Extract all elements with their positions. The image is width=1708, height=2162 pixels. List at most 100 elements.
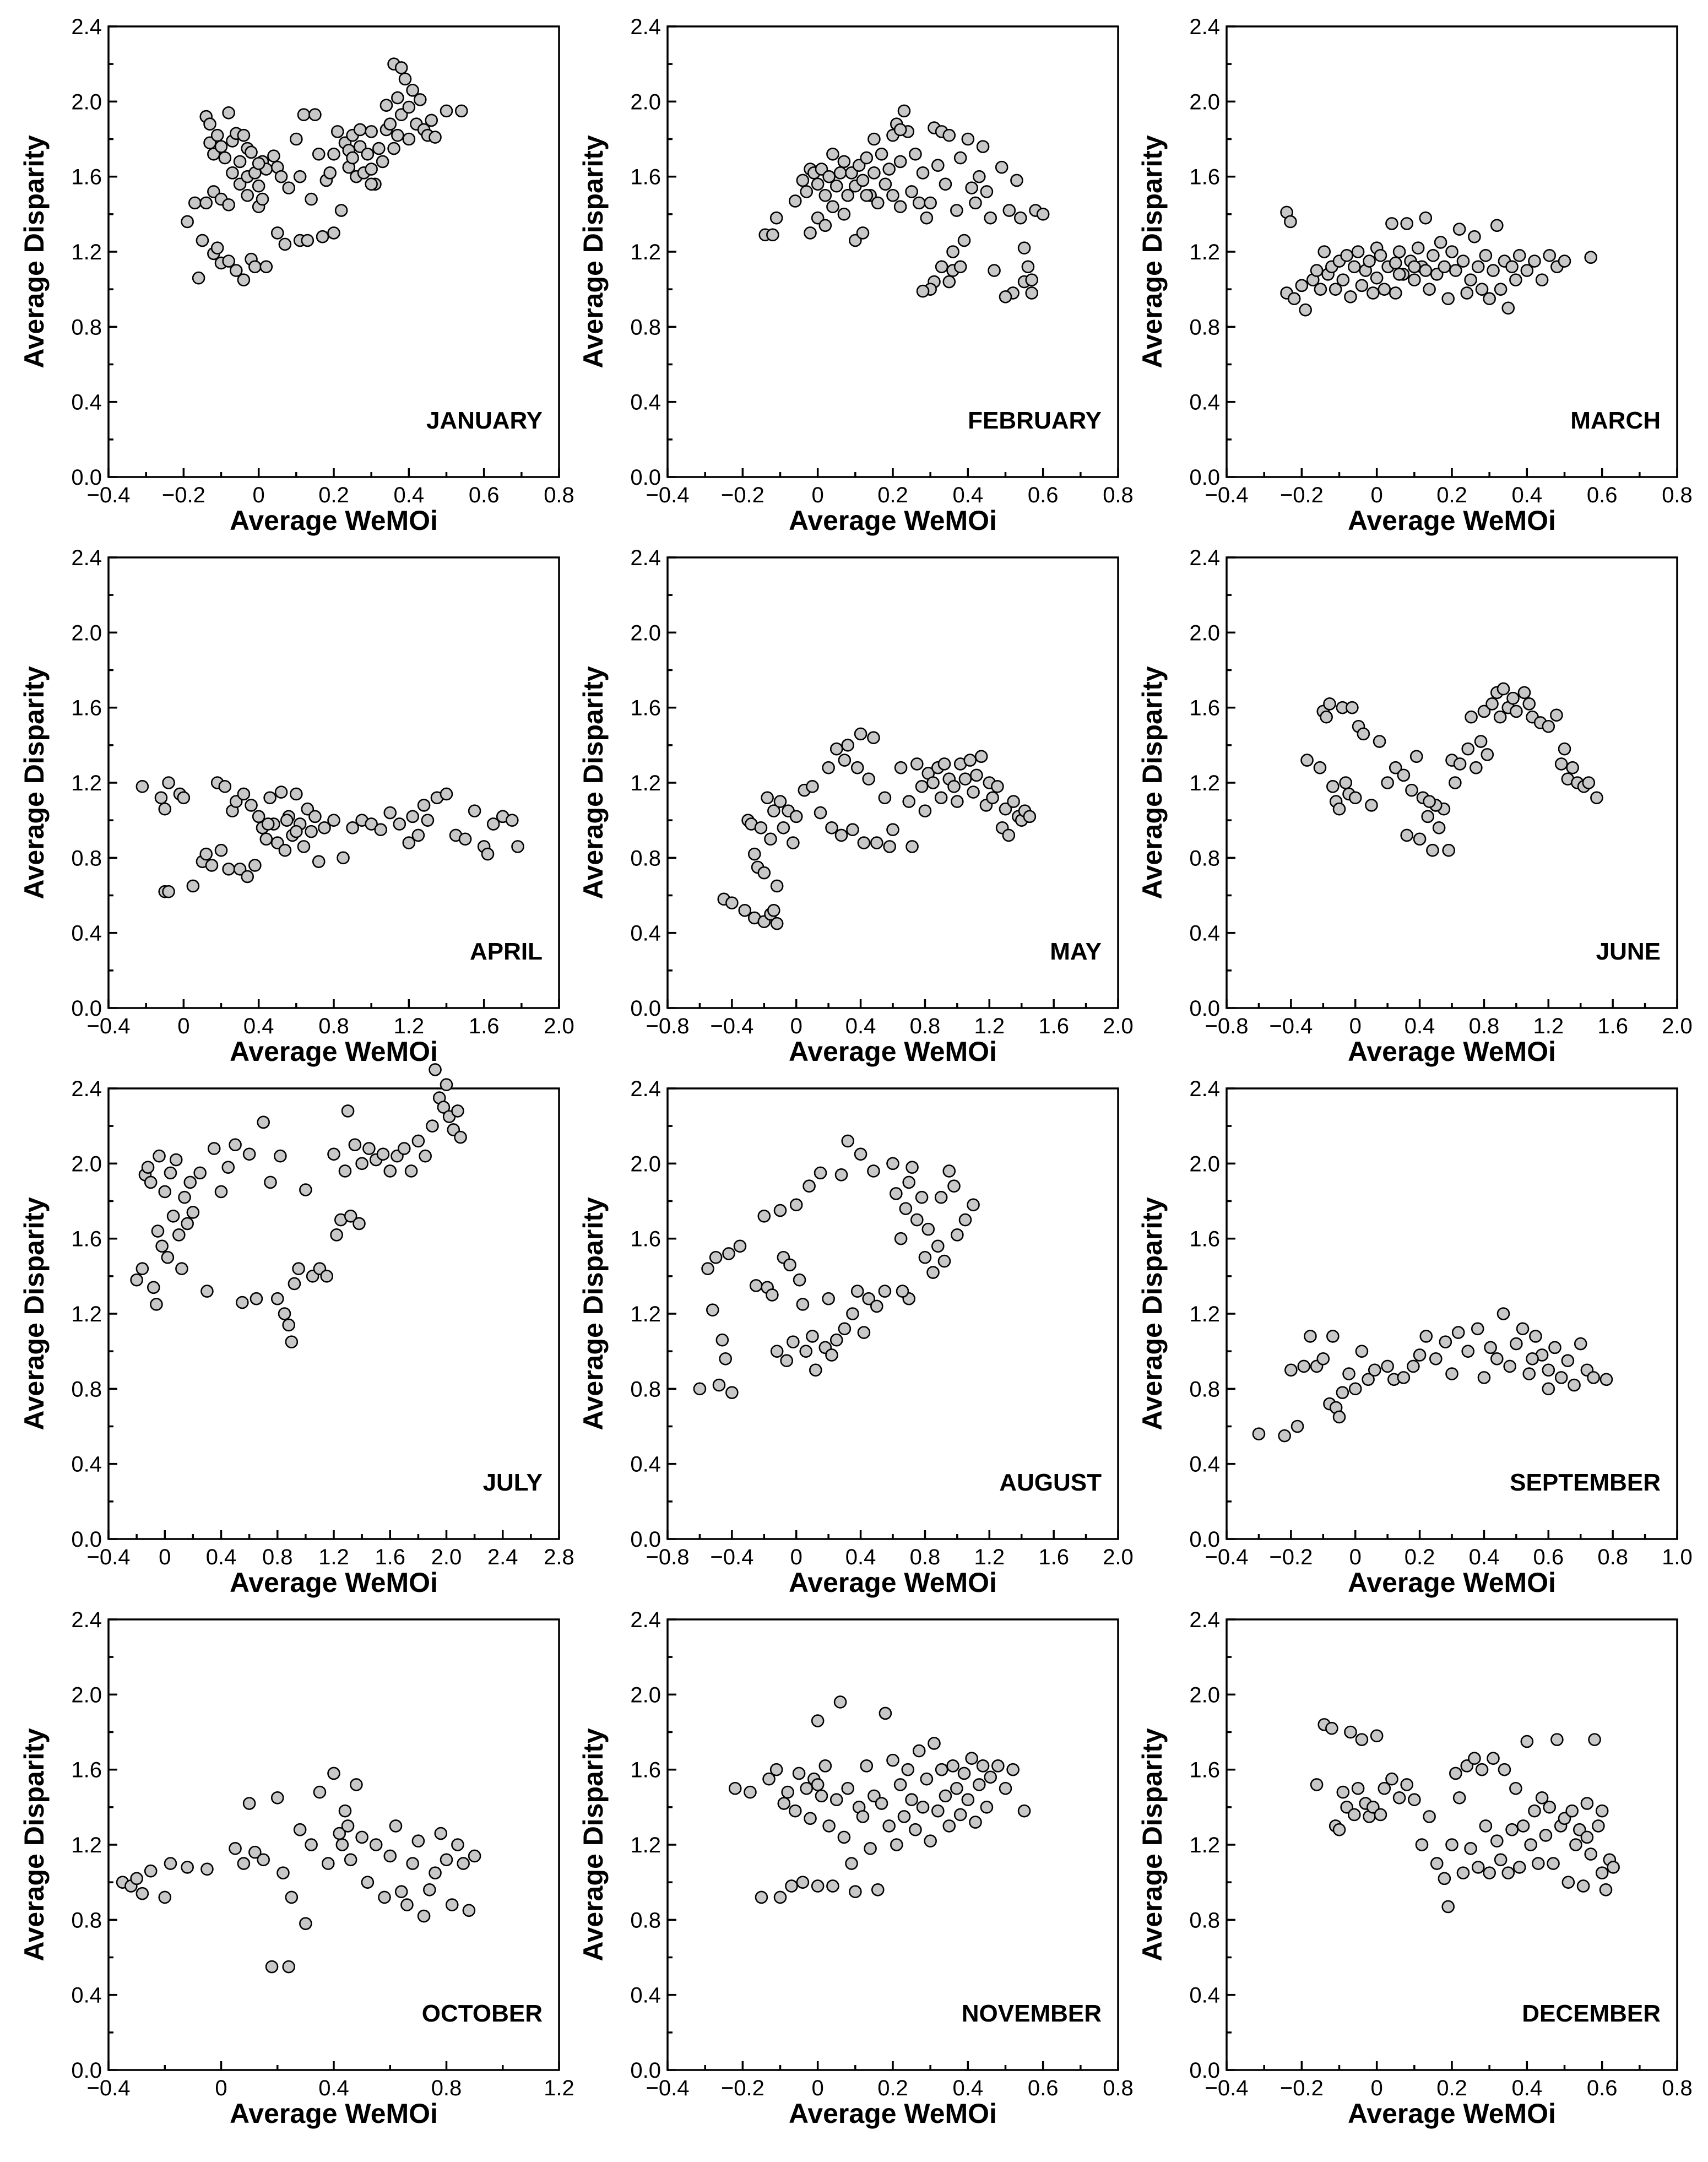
data-point — [293, 1823, 307, 1836]
y-tick-label: 0.8 — [71, 1908, 102, 1932]
data-point — [417, 1909, 431, 1923]
data-point — [894, 1232, 908, 1245]
data-point — [826, 1879, 839, 1893]
data-point — [147, 1281, 160, 1294]
y-tick-label: 2.4 — [630, 15, 661, 39]
data-point — [1423, 283, 1436, 296]
data-point — [177, 791, 191, 805]
data-point — [850, 1285, 864, 1298]
data-point — [1550, 708, 1563, 722]
data-point — [706, 1303, 719, 1316]
data-point — [1426, 843, 1439, 857]
y-tick-label: 0.8 — [1189, 1908, 1220, 1932]
data-point — [1284, 1363, 1298, 1377]
data-point — [1576, 1879, 1590, 1893]
y-tick-label: 0.4 — [71, 922, 102, 946]
y-tick-label: 1.6 — [1189, 696, 1220, 720]
y-tick-label: 0.4 — [1189, 1453, 1220, 1477]
data-point — [346, 821, 359, 835]
data-point — [961, 132, 975, 146]
data-point — [1344, 1725, 1357, 1739]
data-point — [893, 1778, 907, 1791]
data-point — [462, 1904, 476, 1917]
data-point — [1347, 1808, 1361, 1822]
x-tick-label: −0.4 — [87, 483, 131, 507]
data-point — [967, 785, 980, 799]
x-tick-label: 0.8 — [1103, 2076, 1134, 2100]
data-point — [440, 104, 453, 118]
data-point — [200, 1862, 214, 1876]
y-tick-label: 1.6 — [1189, 1227, 1220, 1251]
data-point — [200, 1285, 214, 1298]
data-point — [259, 832, 273, 846]
data-point — [749, 1279, 763, 1292]
data-point — [486, 817, 500, 831]
data-point — [402, 132, 416, 146]
x-tick-label: 0.2 — [877, 483, 908, 507]
y-tick-label: 0.8 — [630, 846, 661, 870]
x-tick-label: 0.6 — [469, 483, 500, 507]
y-tick-label: 0.0 — [71, 996, 102, 1021]
data-point — [1445, 1367, 1458, 1380]
data-point — [1543, 249, 1557, 262]
y-axis-label: Average Disparity — [578, 666, 609, 900]
data-point — [130, 1273, 143, 1287]
x-axis-label: Average WeMOi — [1348, 1036, 1556, 1067]
data-point — [1531, 1857, 1545, 1870]
data-point — [218, 780, 232, 793]
x-tick-label: −0.4 — [1269, 1014, 1313, 1038]
data-point — [1569, 1838, 1582, 1851]
y-axis-label: Average Disparity — [1137, 1728, 1168, 1961]
data-point — [761, 791, 774, 805]
data-point — [175, 1262, 188, 1275]
data-point — [186, 879, 200, 893]
data-point — [267, 149, 280, 162]
data-point — [1524, 1838, 1537, 1851]
data-point — [406, 810, 419, 823]
data-point — [841, 739, 854, 752]
data-point — [1408, 1793, 1421, 1806]
data-point — [241, 188, 254, 202]
data-point — [738, 903, 752, 917]
data-point — [984, 1770, 997, 1784]
data-point — [841, 188, 854, 202]
data-point — [910, 1213, 924, 1227]
data-point — [845, 1857, 858, 1870]
data-point — [1554, 757, 1568, 771]
x-tick-label: 2.0 — [431, 1545, 462, 1569]
x-tick-label: 1.2 — [974, 1014, 1005, 1038]
data-point — [376, 155, 389, 169]
data-point — [1590, 791, 1603, 805]
data-point — [770, 879, 784, 893]
data-point — [826, 147, 839, 161]
data-point — [974, 750, 988, 763]
data-point — [481, 847, 495, 861]
data-point — [376, 1147, 390, 1161]
data-point — [1365, 799, 1378, 812]
data-point — [362, 1142, 376, 1155]
data-point — [365, 177, 378, 191]
data-point — [229, 264, 243, 277]
data-point — [1340, 249, 1353, 262]
y-tick-label: 1.2 — [630, 240, 661, 264]
y-axis-label: Average Disparity — [1137, 1197, 1168, 1431]
data-point — [1510, 705, 1523, 718]
data-point — [967, 1198, 980, 1212]
data-point — [834, 1168, 848, 1182]
x-tick-label: 1.2 — [1533, 1014, 1564, 1038]
data-point — [158, 802, 172, 816]
data-point — [393, 817, 406, 831]
data-points — [1310, 1718, 1620, 1914]
data-point — [278, 1307, 291, 1320]
data-point — [942, 1819, 956, 1833]
data-point — [766, 1288, 779, 1302]
data-point — [934, 791, 948, 805]
data-point — [374, 823, 388, 837]
y-tick-label: 2.0 — [1189, 621, 1220, 645]
data-point — [976, 1759, 990, 1773]
data-point — [744, 1785, 757, 1799]
y-tick-label: 1.2 — [630, 771, 661, 795]
data-point — [980, 1801, 994, 1814]
data-point — [849, 234, 862, 247]
data-point — [299, 1917, 312, 1930]
